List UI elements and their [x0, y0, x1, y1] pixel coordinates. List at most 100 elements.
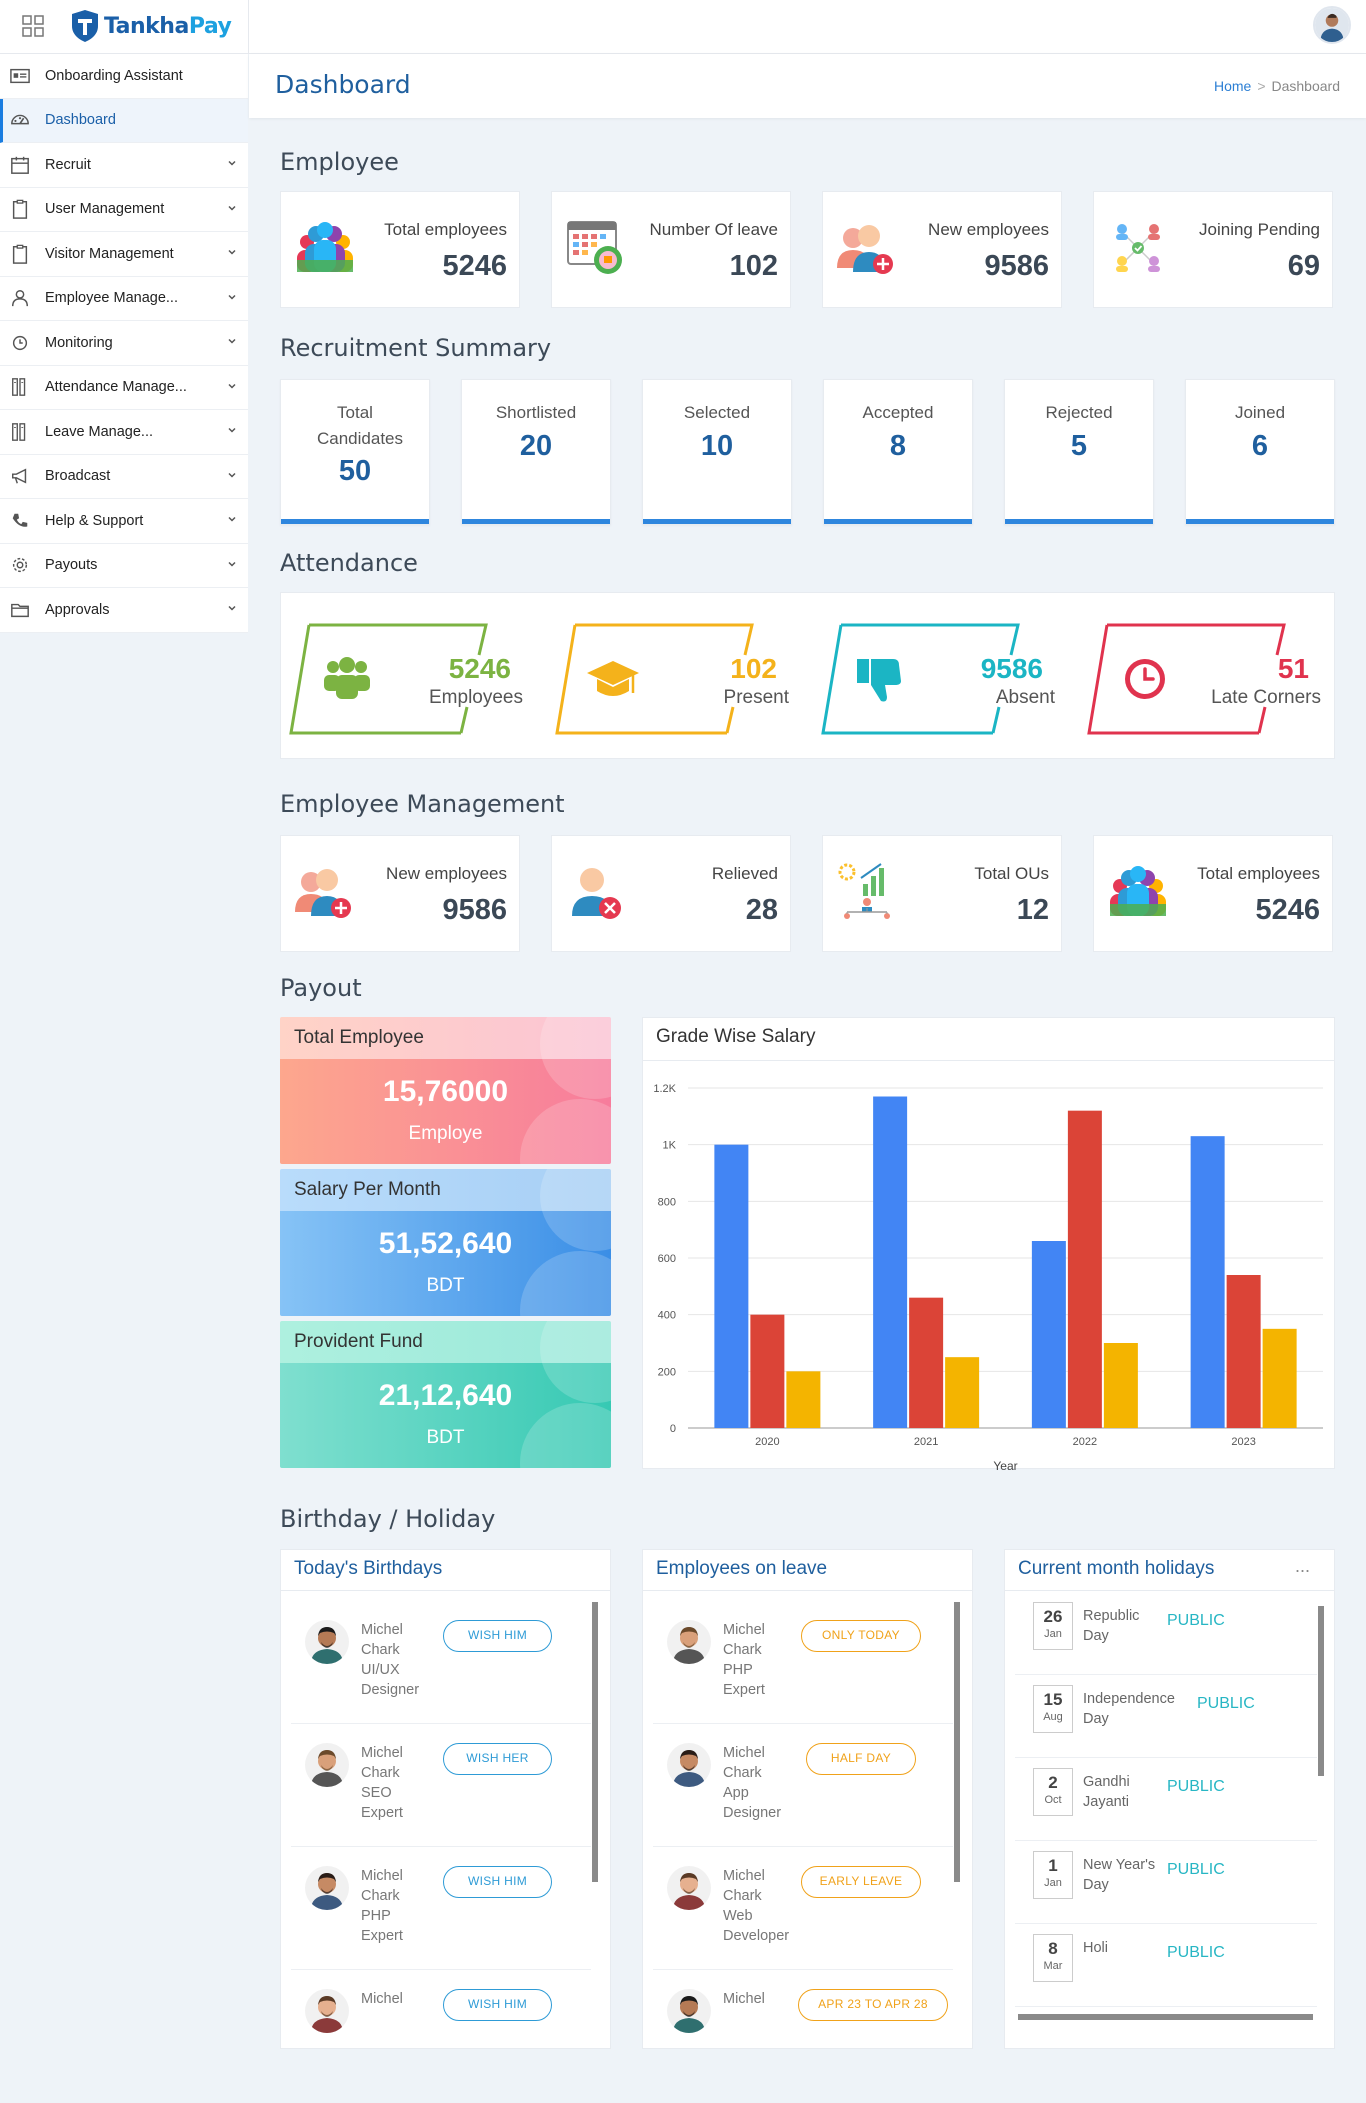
sidebar-item-recruit[interactable]: Recruit [0, 143, 248, 188]
sidebar-item-visitor-management[interactable]: Visitor Management [0, 232, 248, 277]
holidays-more-button[interactable]: ... [1294, 1556, 1310, 1576]
sidebar-item-broadcast[interactable]: Broadcast [0, 455, 248, 499]
brand-part2: Pay [188, 13, 232, 39]
person-role: Designer [361, 1682, 420, 1698]
employee-stat-card[interactable]: Joining Pending 69 [1093, 191, 1333, 308]
section-title-payout: Payout [280, 974, 362, 1002]
avatar [667, 1743, 711, 1787]
chevron-down-icon[interactable] [226, 424, 238, 436]
chevron-down-icon[interactable] [226, 513, 238, 525]
employee-management-card[interactable]: Relieved 28 [551, 835, 791, 952]
chart-svg: 0 200 400 600 800 1K 1.2K 2020 2021 2022 2023 Year [653, 1083, 1323, 1470]
recruitment-card[interactable]: Shortlisted 20 [461, 379, 611, 525]
stat-label: Relieved [711, 864, 778, 883]
sidebar-item-user-management[interactable]: User Management [0, 188, 248, 232]
breadcrumb-current: Dashboard [1271, 78, 1341, 94]
bar-2022-series-3 [1103, 1343, 1138, 1428]
chevron-down-icon[interactable] [226, 602, 238, 614]
birthdays-scrollbar[interactable] [592, 1602, 598, 1882]
add-user-icon [289, 856, 361, 928]
holiday-item: 1 Jan New Year's Day PUBLIC [1015, 1841, 1317, 1924]
employee-stat-card[interactable]: Total employees 5246 [280, 191, 520, 308]
sidebar-item-leave-manage[interactable]: Leave Manage... [0, 410, 248, 455]
person-details: Michel Chark Web Developer [723, 1866, 793, 1946]
holiday-day: 15 [1043, 1690, 1063, 1709]
sidebar-item-label: User Management [45, 201, 165, 218]
employee-stat-card[interactable]: New employees 9586 [822, 191, 1062, 308]
attendance-item-present[interactable]: 102 Present [555, 623, 795, 735]
sidebar-item-attendance-manage[interactable]: Attendance Manage... [0, 366, 248, 410]
stat-label: Total employees [1197, 864, 1320, 883]
chevron-down-icon[interactable] [226, 335, 238, 347]
leave-scrollbar[interactable] [954, 1602, 960, 1882]
stat-label: Total employees [384, 220, 507, 239]
person-role: App [723, 1785, 749, 1801]
recruitment-card[interactable]: Rejected 5 [1004, 379, 1154, 525]
breadcrumb-home-link[interactable]: Home [1213, 78, 1252, 94]
employee-management-card[interactable]: Total OUs 12 [822, 835, 1062, 952]
holiday-type-badge: PUBLIC [1167, 1861, 1225, 1878]
recruitment-label: Accepted [862, 403, 934, 422]
payout-card[interactable]: Provident Fund 21,12,640 BDT [280, 1321, 611, 1468]
sidebar-item-employee-manage[interactable]: Employee Manage... [0, 277, 248, 321]
sidebar-item-approvals[interactable]: Approvals [0, 588, 248, 633]
attendance-item-employees[interactable]: 5246 Employees [289, 623, 529, 735]
chevron-down-icon[interactable] [226, 469, 238, 481]
person-role: Web [723, 1908, 753, 1924]
y-tick-label: 1.2K [653, 1083, 676, 1095]
wish-button[interactable]: WISH HIM [443, 1866, 552, 1898]
leave-panel: Employees on leave Michel Chark PHP Expert O… [642, 1549, 973, 2049]
employee-management-card[interactable]: Total employees 5246 [1093, 835, 1333, 952]
employee-management-card[interactable]: New employees 9586 [280, 835, 520, 952]
holiday-day: 26 [1043, 1607, 1063, 1626]
chevron-down-icon[interactable] [226, 291, 238, 303]
payout-card[interactable]: Salary Per Month 51,52,640 BDT [280, 1169, 611, 1316]
chevron-down-icon[interactable] [226, 558, 238, 570]
attendance-value: 5246 [448, 653, 511, 684]
holiday-name-line: Day [1083, 1877, 1109, 1893]
attendance-item-absent[interactable]: 9586 Absent [821, 623, 1061, 735]
wish-button[interactable]: WISH HER [443, 1743, 552, 1775]
x-tick-label: 2023 [1231, 1436, 1255, 1448]
list-item: Michel Chark SEO Expert WISH HER [291, 1725, 591, 1847]
user-avatar[interactable] [1313, 6, 1351, 44]
attendance-item-late-corners[interactable]: 51 Late Corners [1087, 623, 1327, 735]
sidebar-item-label: Dashboard [45, 112, 116, 129]
payout-value: 15,76000 [382, 1075, 509, 1108]
person-name: Michel [723, 1745, 765, 1761]
wish-button[interactable]: WISH HIM [443, 1620, 552, 1652]
sidebar-item-label: Help & Support [45, 512, 144, 529]
payout-card-title: Provident Fund [280, 1321, 611, 1363]
chevron-down-icon[interactable] [226, 246, 238, 258]
employee-stat-card[interactable]: Number Of leave 102 [551, 191, 791, 308]
holidays-scrollbar[interactable] [1318, 1606, 1324, 1776]
chevron-down-icon[interactable] [226, 157, 238, 169]
tankhapay-logo[interactable]: TankhaPay [70, 8, 232, 44]
attendance-value: 51 [1277, 653, 1309, 684]
holiday-date: 26 Jan [1033, 1602, 1073, 1650]
apps-grid-icon[interactable] [22, 15, 44, 37]
sidebar-item-monitoring[interactable]: Monitoring [0, 321, 248, 366]
recruitment-card[interactable]: Accepted 8 [823, 379, 973, 525]
wish-button[interactable]: WISH HIM [443, 1989, 552, 2021]
sidebar: Onboarding Assistant Dashboard Recruit User… [0, 54, 248, 633]
chevron-down-icon[interactable] [226, 380, 238, 392]
sidebar-item-help-support[interactable]: Help & Support [0, 499, 248, 544]
recruitment-bar [1186, 519, 1334, 524]
recruitment-bar [462, 519, 610, 524]
person-role: Expert [723, 1682, 765, 1698]
stat-label: Total OUs [974, 864, 1049, 883]
holiday-day: 2 [1048, 1773, 1058, 1792]
chevron-down-icon[interactable] [226, 202, 238, 214]
recruitment-card[interactable]: Selected 10 [642, 379, 792, 525]
payout-card[interactable]: Total Employee 15,76000 Employe [280, 1017, 611, 1164]
sidebar-item-payouts[interactable]: Payouts [0, 544, 248, 588]
list-item: Michel Chark Web Developer EARLY LEAVE [653, 1848, 953, 1970]
sidebar-item-dashboard[interactable]: Dashboard [0, 98, 248, 143]
recruitment-card[interactable]: Joined 6 [1185, 379, 1335, 525]
bar-2022-series-2 [1067, 1110, 1102, 1428]
holiday-name-line: Republic [1083, 1608, 1140, 1624]
recruitment-card[interactable]: Total Candidates 50 [280, 379, 430, 525]
holidays-hscrollbar[interactable] [1018, 2014, 1313, 2020]
sidebar-item-onboarding-assistant[interactable]: Onboarding Assistant [0, 54, 248, 99]
